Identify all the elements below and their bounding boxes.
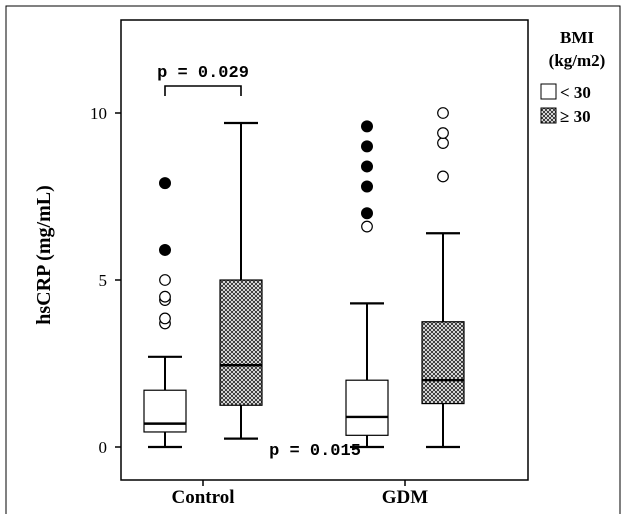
legend-swatch-lt30	[540, 83, 557, 100]
outlier-point	[361, 220, 373, 233]
y-tick-label: 10	[90, 104, 107, 123]
plot-area	[120, 19, 529, 481]
p-value-control: p = 0.029	[157, 64, 249, 83]
extreme-point	[159, 243, 171, 256]
figure-frame	[5, 5, 621, 514]
outlier-point	[437, 170, 449, 183]
y-tick-label: 0	[99, 438, 108, 457]
legend-swatch-ge30	[540, 107, 557, 124]
outlier-point	[437, 127, 449, 139]
point-layer	[159, 107, 449, 330]
annotations: p = 0.029 p = 0.015	[157, 64, 361, 461]
box-layer	[143, 121, 465, 449]
extreme-point	[159, 177, 171, 190]
box-bmi-lt30-gdm	[345, 379, 389, 436]
significance-bracket	[164, 85, 242, 96]
box-bmi-ge30-control	[219, 279, 263, 406]
y-tick-label: 5	[99, 271, 108, 290]
extreme-point	[361, 140, 373, 153]
extreme-point	[361, 120, 373, 133]
extreme-point	[361, 180, 373, 193]
category-labels: Control GDM	[172, 480, 429, 508]
box-bmi-lt30-control	[143, 389, 187, 433]
box-bmi-ge30-gdm	[421, 321, 465, 405]
y-axis-label: hsCRP (mg/mL)	[33, 185, 55, 324]
extreme-point	[361, 207, 373, 220]
outlier-point	[159, 312, 171, 325]
outlier-point	[437, 107, 449, 119]
outlier-point	[159, 274, 171, 286]
legend-label-ge30: ≥ 30	[560, 107, 591, 126]
outlier-point	[437, 137, 449, 149]
legend-label-lt30: < 30	[560, 83, 591, 102]
extreme-point	[361, 160, 373, 173]
legend-title-line2: (kg/m2)	[549, 51, 606, 70]
category-label-control: Control	[172, 487, 235, 508]
outlier-point	[159, 290, 171, 303]
legend: BMI (kg/m2) < 30 ≥ 30	[540, 28, 606, 126]
p-value-between: p = 0.015	[269, 442, 361, 461]
legend-title-line1: BMI	[560, 28, 594, 47]
category-label-gdm: GDM	[382, 487, 429, 508]
y-axis: 0 5 10	[90, 104, 121, 457]
